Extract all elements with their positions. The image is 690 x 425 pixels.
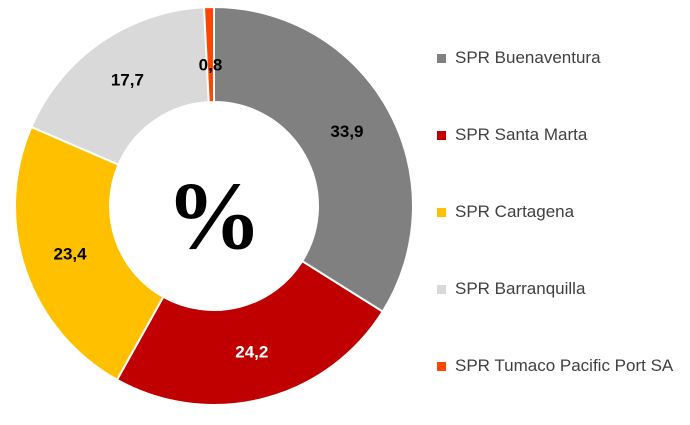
donut-slice — [213, 5, 414, 313]
donut-slice — [30, 6, 210, 167]
legend-swatch — [437, 362, 446, 371]
center-label: % — [166, 162, 262, 269]
value-label: 24,2 — [235, 343, 268, 362]
value-label: 23,4 — [53, 244, 87, 263]
value-label: 33,9 — [330, 122, 363, 141]
legend-label: SPR Buenaventura — [455, 48, 601, 67]
donut-slice — [14, 125, 165, 382]
legend-swatch — [437, 131, 446, 140]
value-label: 17,7 — [111, 71, 144, 90]
legend-item: SPR Cartagena — [437, 200, 687, 224]
donut-slice — [202, 5, 215, 104]
value-label: 0,8 — [199, 56, 223, 75]
legend-item: SPR Tumaco Pacific Port SA — [437, 354, 687, 378]
legend-swatch — [437, 208, 446, 217]
legend-label: SPR Tumaco Pacific Port SA — [455, 356, 674, 375]
legend-item: SPR Santa Marta — [437, 123, 687, 147]
legend-item: SPR Barranquilla — [437, 277, 687, 301]
legend-label: SPR Cartagena — [455, 202, 575, 221]
legend-swatch — [437, 54, 446, 63]
legend-label: SPR Santa Marta — [455, 125, 588, 144]
legend-swatch — [437, 285, 446, 294]
legend-item: SPR Buenaventura — [437, 46, 687, 70]
donut-slice — [115, 259, 385, 406]
legend-label: SPR Barranquilla — [455, 279, 586, 298]
